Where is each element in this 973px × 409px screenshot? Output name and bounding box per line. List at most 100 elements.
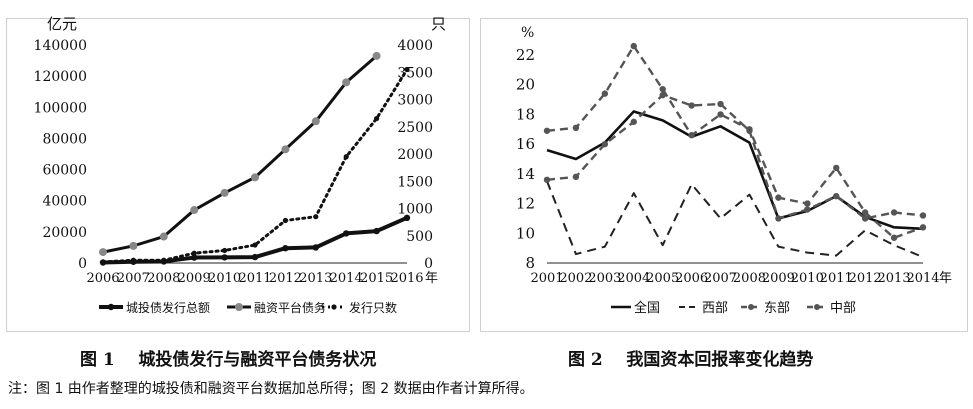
fig2-series-2-point <box>630 118 637 126</box>
y-tick-label: 120000 <box>34 69 87 85</box>
fig2-legend-label: 中部 <box>830 301 856 316</box>
fig2-series-3-point <box>688 132 695 139</box>
fig2-series-3-point <box>833 164 840 172</box>
x-tick-label: 2011 <box>820 271 853 286</box>
fig1-legend-marker <box>331 304 337 310</box>
fig2-series-3-point <box>601 90 609 97</box>
figure2-caption: 图 2 我国资本回报率变化趋势 <box>568 350 814 370</box>
x-tick-label: 2011 <box>238 271 271 286</box>
fig2-series-2-point <box>572 173 580 181</box>
y-tick-label: 16 <box>516 135 535 153</box>
fig1-series-1-point <box>159 232 168 241</box>
y2-tick-label: 1500 <box>397 174 433 190</box>
fig1-series-2-point <box>222 247 228 254</box>
y2-tick-label: 4000 <box>397 38 433 54</box>
fig1-legend-label: 发行只数 <box>349 300 397 315</box>
x-tick-label: 2014 <box>330 271 363 286</box>
y-tick-label: 20000 <box>42 225 87 241</box>
y2-tick-label: 2500 <box>397 120 433 136</box>
fig2-series-2-point <box>543 176 551 183</box>
x-tick-label: 2016 <box>390 271 423 286</box>
fig2-series-2-line <box>546 93 924 220</box>
y-tick-label: 100000 <box>34 100 87 116</box>
fig2-series-2-point <box>688 102 695 109</box>
fig1-series-0-point <box>403 214 411 222</box>
fig2-series-3-point <box>861 209 869 216</box>
fig1-series-2-point <box>404 66 410 73</box>
fig1-series-1-point <box>372 51 381 60</box>
fig1-series-1-point <box>311 117 320 126</box>
fig1-series-1-point <box>342 78 351 87</box>
x-tick-label: 2006 <box>86 271 119 286</box>
x-tick-label: 2007 <box>117 271 150 286</box>
fig1-series-2-point <box>191 250 197 256</box>
x-tick-label: 2013 <box>299 271 332 286</box>
fig2-series-3-point <box>543 127 551 134</box>
fig1-legend-marker <box>235 303 243 311</box>
fig1-series-0-point <box>221 254 228 261</box>
x-tick-label: 2014 <box>906 271 939 286</box>
figure1-chart: 2006200720082009201020112012201320142015… <box>34 15 446 315</box>
x-tick-label: 2006 <box>675 271 708 286</box>
fig1-legend-label: 城投债发行总额 <box>126 300 210 315</box>
figure-note: 注：图 1 由作者整理的城投债和融资平台数据加总所得；图 2 数据由作者计算所得… <box>8 381 534 397</box>
fig1-series-1-point <box>220 188 229 197</box>
figure1-caption: 图 1 城投债发行与融资平台债务状况 <box>80 350 377 370</box>
figure2-chart: 2001200220032004200520062007200820092010… <box>516 25 952 316</box>
fig2-legend-label: 西部 <box>702 301 728 316</box>
y2-tick-label: 1000 <box>397 202 433 218</box>
x-tick-label: 2012 <box>849 271 882 286</box>
fig2-legend-label: 全国 <box>634 300 660 316</box>
fig1-legend-marker <box>107 303 115 311</box>
fig1-series-2-point <box>130 257 136 263</box>
fig2-legend-marker <box>814 304 820 310</box>
y-tick-label: 80000 <box>42 131 87 147</box>
fig2-series-3-line <box>546 44 924 239</box>
fig1-series-1-point <box>281 145 290 154</box>
fig2-series-2-point <box>804 206 811 213</box>
y-tick-label: 18 <box>516 105 535 123</box>
x-tick-label: 2001 <box>530 271 563 286</box>
y-tick-label: 140000 <box>34 38 87 54</box>
y-tick-label: 60000 <box>42 163 87 179</box>
fig1-series-1-point <box>190 206 199 215</box>
x-axis-unit: 年 <box>425 271 438 286</box>
fig2-series-3-point <box>890 234 898 241</box>
y-tick-label: 22 <box>516 46 535 64</box>
x-tick-label: 2015 <box>360 271 393 286</box>
fig1-series-2-point <box>313 214 319 220</box>
y2-axis-label: 只 <box>431 15 446 33</box>
fig1-series-0-point <box>373 227 380 235</box>
fig2-series-1-line <box>546 180 924 258</box>
x-tick-label: 2010 <box>208 271 241 286</box>
fig2-series-3-point <box>746 126 753 133</box>
fig1-series-1-line <box>101 54 379 254</box>
x-tick-label: 2010 <box>791 271 824 286</box>
fig1-series-0-point <box>282 245 289 252</box>
fig2-series-3-point <box>659 85 666 93</box>
y2-tick-label: 0 <box>424 256 433 272</box>
fig2-series-3-point <box>630 42 637 50</box>
fig2-series-3-point <box>775 194 782 201</box>
y2-tick-label: 500 <box>406 229 433 245</box>
fig2-series-2-point <box>775 215 782 222</box>
fig2-series-2-point <box>861 215 869 222</box>
y-tick-label: 20 <box>516 76 535 94</box>
fig1-series-1-point <box>129 241 138 250</box>
y-tick-label: 0 <box>78 256 87 272</box>
x-axis-unit: 年 <box>939 271 952 286</box>
fig1-series-0-point <box>312 244 319 251</box>
fig1-series-2-point <box>100 259 106 265</box>
x-tick-label: 2005 <box>646 271 679 286</box>
fig2-series-3-point <box>919 224 927 231</box>
fig2-series-2-point <box>919 212 927 219</box>
y-tick-label: 40000 <box>42 194 87 210</box>
fig2-series-3-point <box>717 111 724 118</box>
y2-tick-label: 2000 <box>397 147 433 163</box>
x-tick-label: 2009 <box>178 271 211 286</box>
fig1-series-2-point <box>374 115 380 122</box>
fig1-series-0-point <box>343 230 350 237</box>
fig1-series-2-point <box>343 154 349 160</box>
fig1-legend-label: 融资平台债务 <box>254 300 326 315</box>
y-tick-label: 14 <box>516 165 535 183</box>
